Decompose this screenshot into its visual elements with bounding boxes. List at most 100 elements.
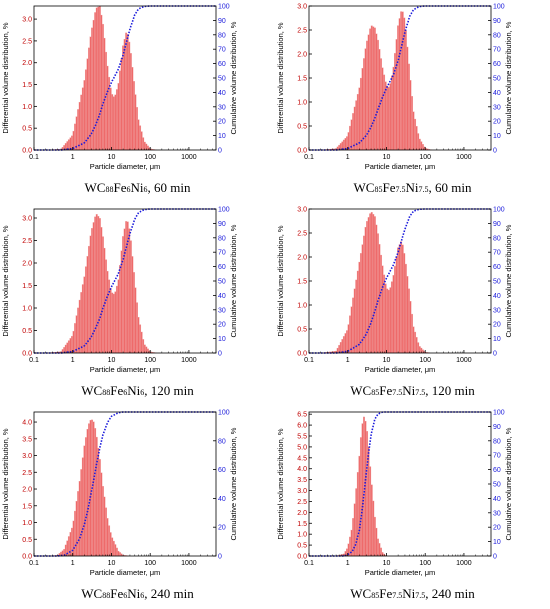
histogram-bar [100,227,103,354]
histogram-bar [142,339,145,354]
caption-6-tail: , 240 min [425,586,475,601]
x-tick-label: 10 [108,560,116,567]
left-y-tick-label: 5.5 [297,434,307,441]
right-y-tick-label: 0 [218,351,222,358]
chart-3-caption: WC88Fe6Ni6, 120 min [0,383,275,399]
histogram-bar [375,33,378,151]
histogram-bar [92,421,95,557]
right-y-tick-label: 40 [493,496,501,503]
right-y-tick-label: 80 [218,235,226,242]
histogram-bar [78,299,81,354]
caption-1-el2: Ni [130,180,144,195]
left-y-tick-label: 2.0 [297,255,307,262]
caption-3-tail: , 120 min [144,383,194,398]
left-y-axis-title: Differential volume distribution, % [1,428,10,539]
histogram-bar [370,212,373,354]
histogram-bar [397,247,400,354]
histogram-bar [94,12,97,151]
caption-5-el2: Ni [127,586,141,601]
histogram-bar [95,214,98,354]
histogram-bar [103,496,106,557]
right-y-tick-label: 100 [218,207,230,214]
histogram-bar [390,75,393,151]
left-y-tick-label: 1.0 [297,532,307,539]
plot-frame [308,411,492,557]
histogram-bar [97,216,100,354]
histogram-bar [339,342,342,354]
histogram-bar [71,527,73,557]
histogram-bar [81,284,84,354]
histogram-bar [120,250,123,354]
histogram-bar [74,123,76,151]
histogram-bar [112,293,115,354]
right-y-tick-label: 60 [493,264,501,271]
histogram-bar [117,83,120,151]
chart-2-caption: WC85Fe7.5Ni7.5, 60 min [275,180,550,196]
chart-panel-2: 0.1 1 10 100 1000 0.0 0.5 1.0 1.5 2.0 2.5 3.0 0 10 20 3… [275,0,550,203]
histogram-bar [129,240,132,354]
histogram-bar [358,87,361,151]
histogram-bar [136,302,138,354]
histogram-bar [381,67,384,151]
histogram-bar [411,313,413,354]
histogram-bar [369,28,372,151]
histogram-bar [358,261,361,354]
histogram-bar [400,241,403,354]
chart-5-svg: 0.1 1 10 100 10000.00.51.01.52.02.53.03.54.0… [1,410,238,578]
histogram-bar [361,423,364,557]
left-y-tick-label: 0.5 [22,126,32,133]
right-y-tick-label: 20 [218,119,226,126]
histogram-bar [349,315,351,354]
left-y-tick-label: 4.0 [22,420,32,427]
histogram-bar [115,547,118,557]
histogram-bar [97,447,100,557]
histogram-bar [356,472,359,557]
histogram-bar [386,85,389,151]
caption-4-tail: , 120 min [425,383,475,398]
histogram-bar [375,527,378,557]
histogram-bar [414,118,417,151]
x-axis-title: Particle diameter, μm [90,365,161,374]
histogram-bar [106,518,109,557]
left-y-tick-label: 1.0 [297,100,307,107]
histogram-bar [140,131,143,151]
right-y-axis-title: Cumulative volume distribution, % [229,224,238,337]
histogram-bar [373,516,376,557]
right-y-tick-label: 40 [218,496,226,503]
x-tick-label: 0.1 [29,560,39,567]
histogram-bar [384,283,387,354]
histogram-bar [392,275,395,354]
histogram-bar [353,106,356,151]
chart-6-caption: WC85Fe7.5Ni7.5, 240 min [275,586,550,602]
histogram-bar [108,525,111,557]
x-tick-label: 100 [419,560,431,567]
right-y-tick-label: 80 [218,32,226,39]
chart-panel-3: 0.1 1 10 100 1000 0.0 0.5 1.0 1.5 2.0 2.5 3.0 0 10 20 3… [0,203,275,406]
right-y-tick-label: 70 [493,47,501,54]
right-y-tick-label: 50 [218,76,226,83]
histogram-bar [137,119,140,151]
histogram-bar [126,34,129,151]
x-tick-label: 1 [346,154,350,161]
chart-2-svg: 0.1 1 10 100 1000 0.0 0.5 1.0 1.5 2.0 2.5 3.0 0 10 20 3… [276,4,513,172]
histogram-bar [83,445,86,557]
histogram-bar [346,330,348,354]
right-y-tick-label: 20 [493,525,501,532]
right-y-tick-label: 10 [218,133,226,140]
histogram-bar [109,532,112,557]
caption-4-el2: Ni [402,383,416,398]
chart-panel-4: 0.1 1 10 100 1000 0.0 0.5 1.0 1.5 2.0 2.5 3.0 0 10 20 3… [275,203,550,406]
histogram-bar [84,437,87,557]
histogram-bar [78,101,81,151]
left-y-axis-title: Differential volume distribution, % [276,428,285,539]
histogram-bar [404,29,407,151]
histogram-bar [128,228,131,354]
right-y-axis-title: Cumulative volume distribution, % [229,427,238,540]
left-y-tick-label: 2.5 [297,28,307,35]
x-tick-label: 1 [71,357,75,364]
x-tick-label: 10 [108,154,116,161]
right-y-tick-label: 10 [493,133,501,140]
histogram-bar [133,272,135,354]
histogram-bar [120,58,123,151]
histogram-bar [395,39,398,151]
